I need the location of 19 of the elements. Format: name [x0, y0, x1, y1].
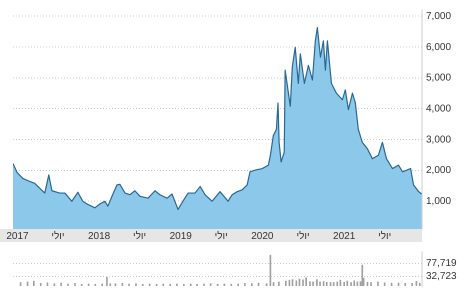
x-tick-label: יולי [51, 230, 64, 242]
y-tick-label: 3,000 [426, 134, 452, 146]
y-tick-label: 32,723 [426, 271, 458, 282]
x-tick-label: 2020 [251, 230, 274, 242]
x-tick-label: 2018 [88, 230, 111, 242]
y-tick-label: 2,000 [426, 165, 452, 176]
x-tick-label: יולי [378, 230, 392, 242]
y-tick-label: 6,000 [426, 42, 452, 53]
y-tick-label: 1,000 [426, 196, 452, 207]
x-tick-label: 2021 [333, 230, 356, 242]
x-tick-label: יולי [296, 230, 310, 242]
x-tick-label: 2019 [170, 230, 192, 242]
x-tick-label: 2017 [6, 230, 30, 242]
y-tick-label: 77,719 [426, 258, 458, 270]
x-tick-label: יולי [133, 230, 146, 242]
x-tick-label: יולי [214, 230, 228, 242]
y-tick-label: 4,000 [426, 103, 452, 114]
y-tick-label: 7,000 [426, 10, 452, 22]
y-tick-label: 5,000 [426, 72, 452, 84]
